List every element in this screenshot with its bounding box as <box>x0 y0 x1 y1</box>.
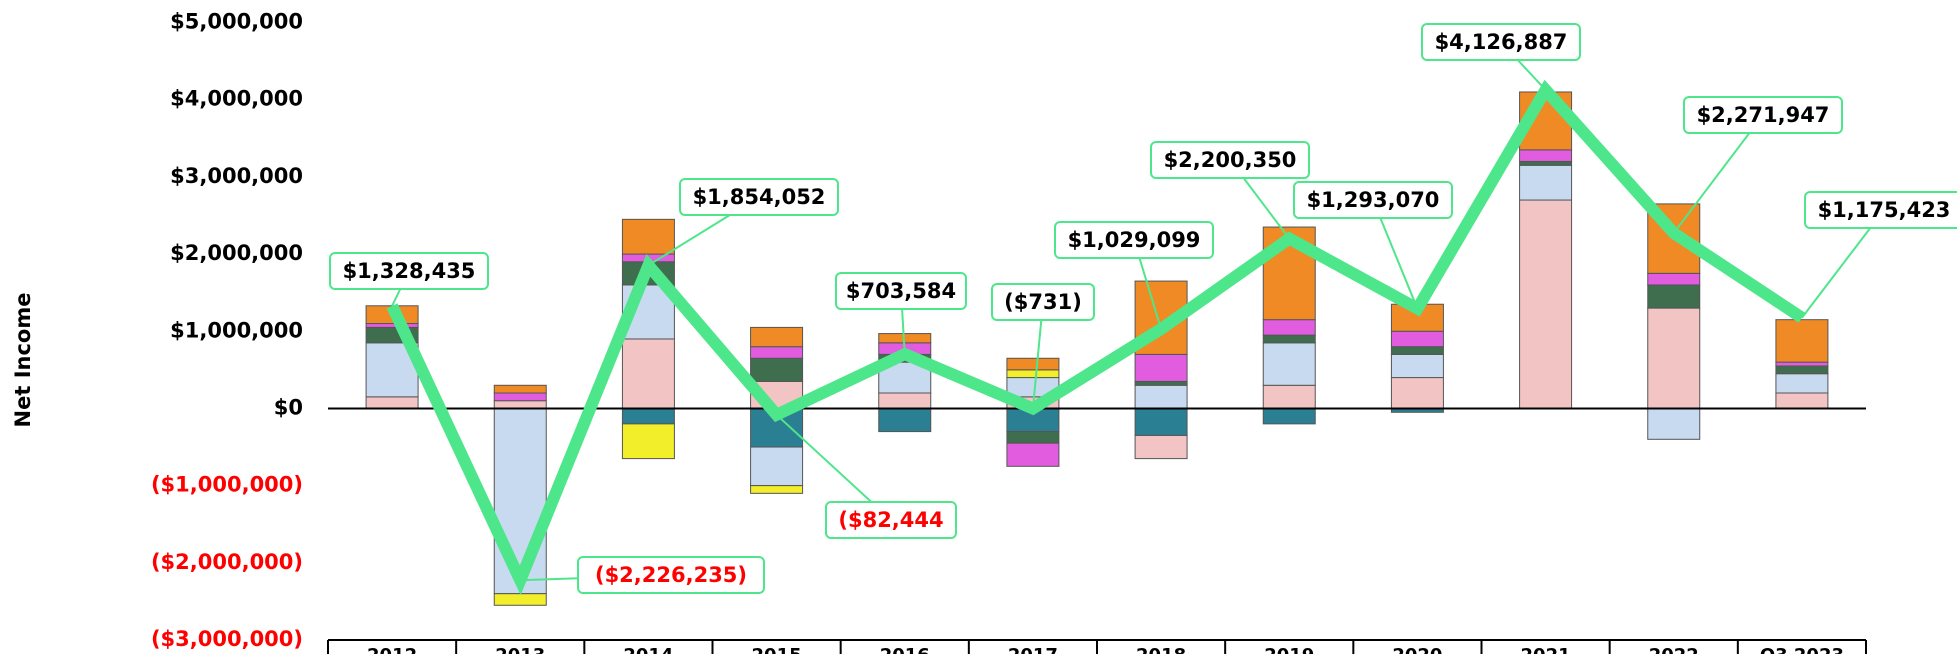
bar-segment <box>621 407 675 425</box>
bar-segment <box>750 346 804 359</box>
bar-segment <box>878 392 932 409</box>
bar-segment <box>1647 284 1701 309</box>
bar-segment <box>621 218 675 255</box>
bar-segment <box>1134 380 1188 386</box>
bar-segment <box>1262 334 1316 344</box>
bar-segment <box>365 342 419 398</box>
y-tick-label: ($1,000,000) <box>151 473 303 497</box>
callout-leader <box>1672 114 1764 234</box>
data-label: ($731) <box>1004 290 1082 314</box>
data-label: ($2,226,235) <box>595 563 747 587</box>
x-tick-label: 2014 <box>623 645 673 654</box>
callout-box <box>1150 141 1310 179</box>
bar-segment <box>1775 373 1829 394</box>
x-tick-label: 2018 <box>1136 645 1186 654</box>
y-tick-label: $4,000,000 <box>170 87 303 111</box>
bar-segment <box>1775 361 1829 367</box>
bar-segment <box>621 423 675 460</box>
bar-segment <box>365 396 419 409</box>
bar-segment <box>1775 392 1829 409</box>
x-tick-label: 2020 <box>1392 645 1442 654</box>
callout-box <box>1683 96 1843 134</box>
callout-box <box>1054 221 1214 259</box>
data-label: ($82,444 <box>838 508 943 532</box>
callout-box <box>835 272 967 310</box>
bar-segment <box>1390 346 1444 355</box>
data-label: $2,200,350 <box>1164 148 1297 172</box>
bar-segment <box>1519 149 1573 162</box>
bar-segment <box>750 485 804 494</box>
bar-segment <box>1262 342 1316 386</box>
x-tick-label: 2015 <box>752 645 802 654</box>
callout-box <box>1804 191 1957 229</box>
callout-box <box>329 252 489 290</box>
x-tick-label: 2019 <box>1264 645 1314 654</box>
bar-segment <box>1647 407 1701 440</box>
x-tick-label: 2021 <box>1521 645 1571 654</box>
bar-segment <box>493 400 547 409</box>
y-axis-label: Net Income <box>11 293 35 428</box>
net-income-line <box>386 79 1806 596</box>
data-label: $1,029,099 <box>1068 228 1201 252</box>
y-tick-label: $2,000,000 <box>170 241 303 265</box>
bar-segment <box>493 593 547 606</box>
data-label: $1,175,423 <box>1818 198 1951 222</box>
bar-segment <box>1519 164 1573 201</box>
x-tick-label: 2013 <box>495 645 545 654</box>
bar-segment <box>1006 431 1060 444</box>
y-tick-label: ($2,000,000) <box>151 550 303 574</box>
bar-segment <box>1775 319 1829 363</box>
bar-segment <box>1519 199 1573 409</box>
y-tick-label: $5,000,000 <box>170 10 303 34</box>
x-tick-label: 2022 <box>1649 645 1699 654</box>
data-label: $1,293,070 <box>1307 188 1440 212</box>
bar-segment <box>1647 272 1701 286</box>
callout-box <box>991 283 1095 321</box>
bar-segment <box>493 392 547 402</box>
bar-segment <box>1134 353 1188 382</box>
callout-box <box>825 501 957 539</box>
bar-segment <box>1006 442 1060 467</box>
bar-segment <box>1134 384 1188 409</box>
data-label: $4,126,887 <box>1435 30 1568 54</box>
y-tick-label: $0 <box>274 395 303 419</box>
data-label: $1,328,435 <box>343 259 476 283</box>
bar-segment <box>750 446 804 487</box>
data-label: $703,584 <box>846 279 956 303</box>
data-label: $2,271,947 <box>1697 103 1830 127</box>
y-tick-label: $1,000,000 <box>170 318 303 342</box>
bar-segment <box>1006 357 1060 371</box>
data-label: $1,854,052 <box>693 185 826 209</box>
bar-segment <box>1390 377 1444 409</box>
bar-segment <box>750 326 804 348</box>
bar-segment <box>1262 407 1316 425</box>
callout-box <box>679 178 839 216</box>
callout-box <box>1293 181 1453 219</box>
bar-segment <box>1519 160 1573 166</box>
callout-box <box>577 556 765 594</box>
y-tick-label: ($3,000,000) <box>151 627 303 651</box>
bar-segment <box>750 357 804 382</box>
bar-segment <box>1262 319 1316 336</box>
bar-segment <box>1390 353 1444 379</box>
bar-segment <box>1006 369 1060 379</box>
x-tick-label: 2016 <box>880 645 930 654</box>
x-tick-label: 2017 <box>1008 645 1058 654</box>
bar-segment <box>1775 365 1829 375</box>
callout-box <box>1421 23 1581 61</box>
bar-segment <box>1262 384 1316 409</box>
x-tick-label: Q3 2023 <box>1760 645 1844 654</box>
bar-segment <box>493 384 547 394</box>
y-tick-label: $3,000,000 <box>170 164 303 188</box>
x-tick-label: 2012 <box>367 645 417 654</box>
bar-segment <box>1134 434 1188 460</box>
bar-segment <box>1390 330 1444 348</box>
bar-segment <box>878 407 932 433</box>
bar-segment <box>365 323 419 328</box>
bar-segment <box>1134 407 1188 436</box>
bar-segment <box>1647 307 1701 409</box>
bar-segment <box>621 338 675 409</box>
